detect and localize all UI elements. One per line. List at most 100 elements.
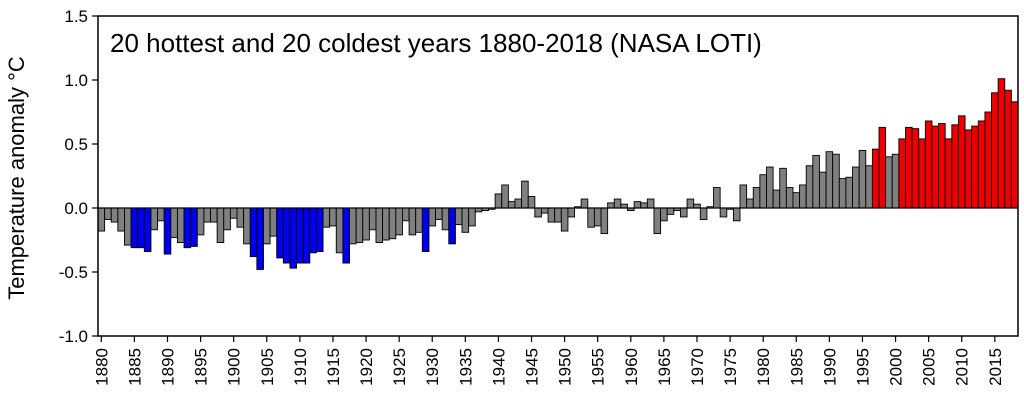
bar-1990 — [825, 151, 834, 209]
bar-1898 — [216, 207, 225, 244]
x-tick-label: 1955 — [589, 348, 608, 386]
bar-1936 — [468, 207, 476, 227]
bar-1966 — [666, 207, 675, 215]
bar-1908 — [282, 207, 291, 264]
bar-1904 — [256, 207, 264, 270]
bar-1947 — [541, 207, 549, 214]
bar-1989 — [818, 171, 827, 209]
bar-2010 — [957, 115, 966, 209]
x-tick-label: 1885 — [125, 348, 144, 386]
bar-2013 — [977, 120, 986, 209]
bar-2007 — [938, 123, 946, 209]
bar-1910 — [296, 207, 304, 264]
x-tick-label: 1960 — [622, 348, 641, 386]
bar-1940 — [494, 193, 503, 209]
bar-2018 — [1010, 101, 1019, 209]
bar-1915 — [329, 207, 337, 227]
y-tick-label: 1.0 — [64, 71, 88, 90]
x-tick-label: 1900 — [225, 348, 244, 386]
bar-1987 — [805, 165, 814, 209]
bar-1907 — [276, 207, 284, 259]
bar-1916 — [335, 207, 344, 254]
bar-1933 — [448, 207, 456, 245]
bar-1981 — [766, 166, 774, 209]
bar-1880 — [97, 207, 106, 232]
bar-1999 — [885, 156, 893, 209]
bar-1976 — [732, 207, 741, 222]
bar-1935 — [461, 207, 470, 233]
bar-1992 — [838, 178, 847, 209]
x-tick-label: 1945 — [523, 348, 542, 386]
bar-1973 — [713, 187, 721, 209]
bar-1899 — [223, 207, 231, 231]
bar-1882 — [110, 207, 119, 223]
x-tick-label: 1895 — [192, 348, 211, 386]
bar-1979 — [752, 187, 761, 209]
bar-1968 — [680, 207, 688, 218]
bar-1964 — [653, 207, 662, 235]
bar-2000 — [891, 153, 900, 209]
bar-1913 — [315, 207, 324, 252]
bar-1948 — [547, 207, 556, 223]
bar-2002 — [905, 126, 913, 209]
bar-1932 — [441, 207, 450, 231]
bar-1993 — [845, 176, 853, 209]
bar-1918 — [349, 207, 357, 245]
bar-1891 — [170, 207, 178, 238]
bar-1927 — [408, 207, 417, 236]
y-tick-label: -0.5 — [59, 263, 88, 282]
bar-1984 — [785, 187, 794, 209]
bar-1957 — [607, 202, 615, 209]
bar-1889 — [157, 207, 165, 222]
y-axis-label: Temperature anomaly °C — [4, 56, 29, 300]
bar-1893 — [183, 207, 192, 249]
bar-1954 — [587, 207, 595, 228]
bar-1920 — [362, 207, 370, 241]
bars-group — [97, 78, 1019, 270]
bar-1896 — [203, 207, 211, 223]
bar-1928 — [415, 207, 423, 233]
bar-1881 — [104, 207, 112, 220]
x-tick-label: 1985 — [787, 348, 806, 386]
x-tick-label: 1930 — [423, 348, 442, 386]
bar-1923 — [382, 207, 390, 241]
bar-1883 — [117, 207, 125, 232]
bar-1949 — [554, 207, 562, 223]
plot-frame — [97, 15, 1019, 337]
bar-1965 — [660, 207, 668, 222]
bar-1906 — [269, 207, 278, 237]
bar-1978 — [746, 198, 754, 209]
bar-1983 — [779, 167, 787, 209]
bar-1925 — [395, 207, 403, 236]
bar-1941 — [501, 184, 509, 209]
bar-1988 — [812, 155, 820, 209]
bar-1931 — [435, 207, 443, 220]
bar-1890 — [163, 207, 172, 255]
bar-1917 — [342, 207, 350, 264]
y-tick-label: 0.5 — [64, 135, 88, 154]
bar-1956 — [600, 207, 609, 235]
bar-1884 — [124, 207, 132, 246]
bar-1926 — [402, 207, 410, 222]
bar-1980 — [759, 174, 767, 209]
x-tick-label: 2005 — [920, 348, 939, 386]
bar-1905 — [263, 207, 271, 245]
bar-2009 — [951, 124, 959, 209]
x-tick-label: 1935 — [456, 348, 475, 386]
chart-title: 20 hottest and 20 coldest years 1880-201… — [110, 28, 762, 58]
bar-1986 — [799, 184, 807, 209]
x-tick-label: 1950 — [556, 348, 575, 386]
bar-1951 — [567, 207, 575, 218]
bar-2003 — [911, 128, 920, 209]
x-tick-label: 1920 — [357, 348, 376, 386]
x-tick-label: 1925 — [390, 348, 409, 386]
bar-1914 — [322, 207, 331, 228]
bar-2005 — [924, 120, 933, 209]
bar-2008 — [944, 138, 953, 209]
bar-1996 — [865, 165, 873, 209]
bar-1997 — [871, 148, 880, 209]
bar-2015 — [991, 92, 999, 209]
bar-1982 — [772, 189, 781, 209]
x-ticks-group: 1880 1885 1890 1895 1900 1905 1910 1915 1920 1925… — [92, 336, 1005, 386]
